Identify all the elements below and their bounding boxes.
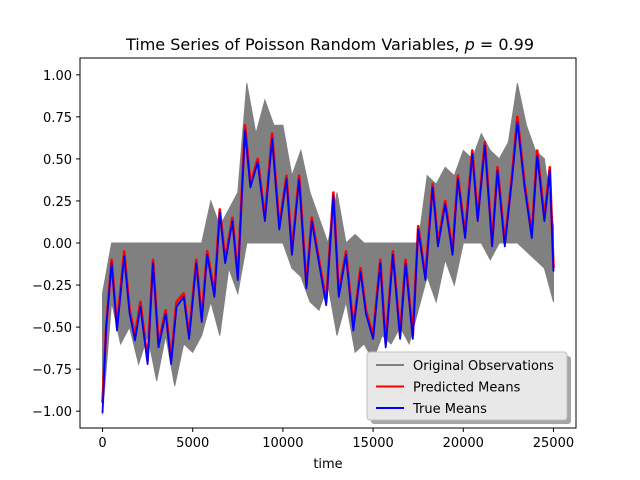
y-tick-label: 0.50 <box>43 153 72 168</box>
x-tick-label: 15000 <box>352 436 393 451</box>
series-layer <box>101 83 555 415</box>
x-axis-label: time <box>313 457 342 472</box>
x-axis: 0 5000 10000 15000 20000 25000 <box>98 428 574 451</box>
legend: Original Observations Predicted Means True… <box>366 351 571 424</box>
y-tick-label: −0.25 <box>32 279 72 294</box>
y-tick-label: 0.25 <box>43 195 72 210</box>
legend-label-true-means: True Means <box>412 402 487 417</box>
chart-title-equation: = 0.99 <box>475 35 534 54</box>
legend-box <box>366 351 568 421</box>
x-tick-label: 20000 <box>443 436 484 451</box>
legend-label-predicted-means: Predicted Means <box>413 381 521 396</box>
x-tick-label: 0 <box>98 436 106 451</box>
x-tick-label: 10000 <box>262 436 303 451</box>
x-tick-label: 25000 <box>533 436 574 451</box>
plot-area <box>101 83 555 415</box>
series-true-means <box>101 121 555 413</box>
chart-title: Time Series of Poisson Random Variables,… <box>125 35 534 54</box>
y-tick-label: −0.75 <box>32 363 72 378</box>
legend-label-original-observations: Original Observations <box>413 359 554 374</box>
x-tick-label: 5000 <box>176 436 209 451</box>
y-tick-label: 0.00 <box>43 237 72 252</box>
chart-title-prefix: Time Series of Poisson Random Variables, <box>125 35 465 54</box>
y-tick-label: −0.50 <box>32 321 72 336</box>
chart-title-variable: p <box>464 35 475 54</box>
y-tick-label: 1.00 <box>43 69 72 84</box>
series-original-observations <box>102 83 554 415</box>
y-tick-label: −1.00 <box>32 405 72 420</box>
y-tick-label: 0.75 <box>43 111 72 126</box>
y-axis: −1.00 −0.75 −0.50 −0.25 0.00 0.25 0.50 0.75 1.00 <box>32 69 80 420</box>
